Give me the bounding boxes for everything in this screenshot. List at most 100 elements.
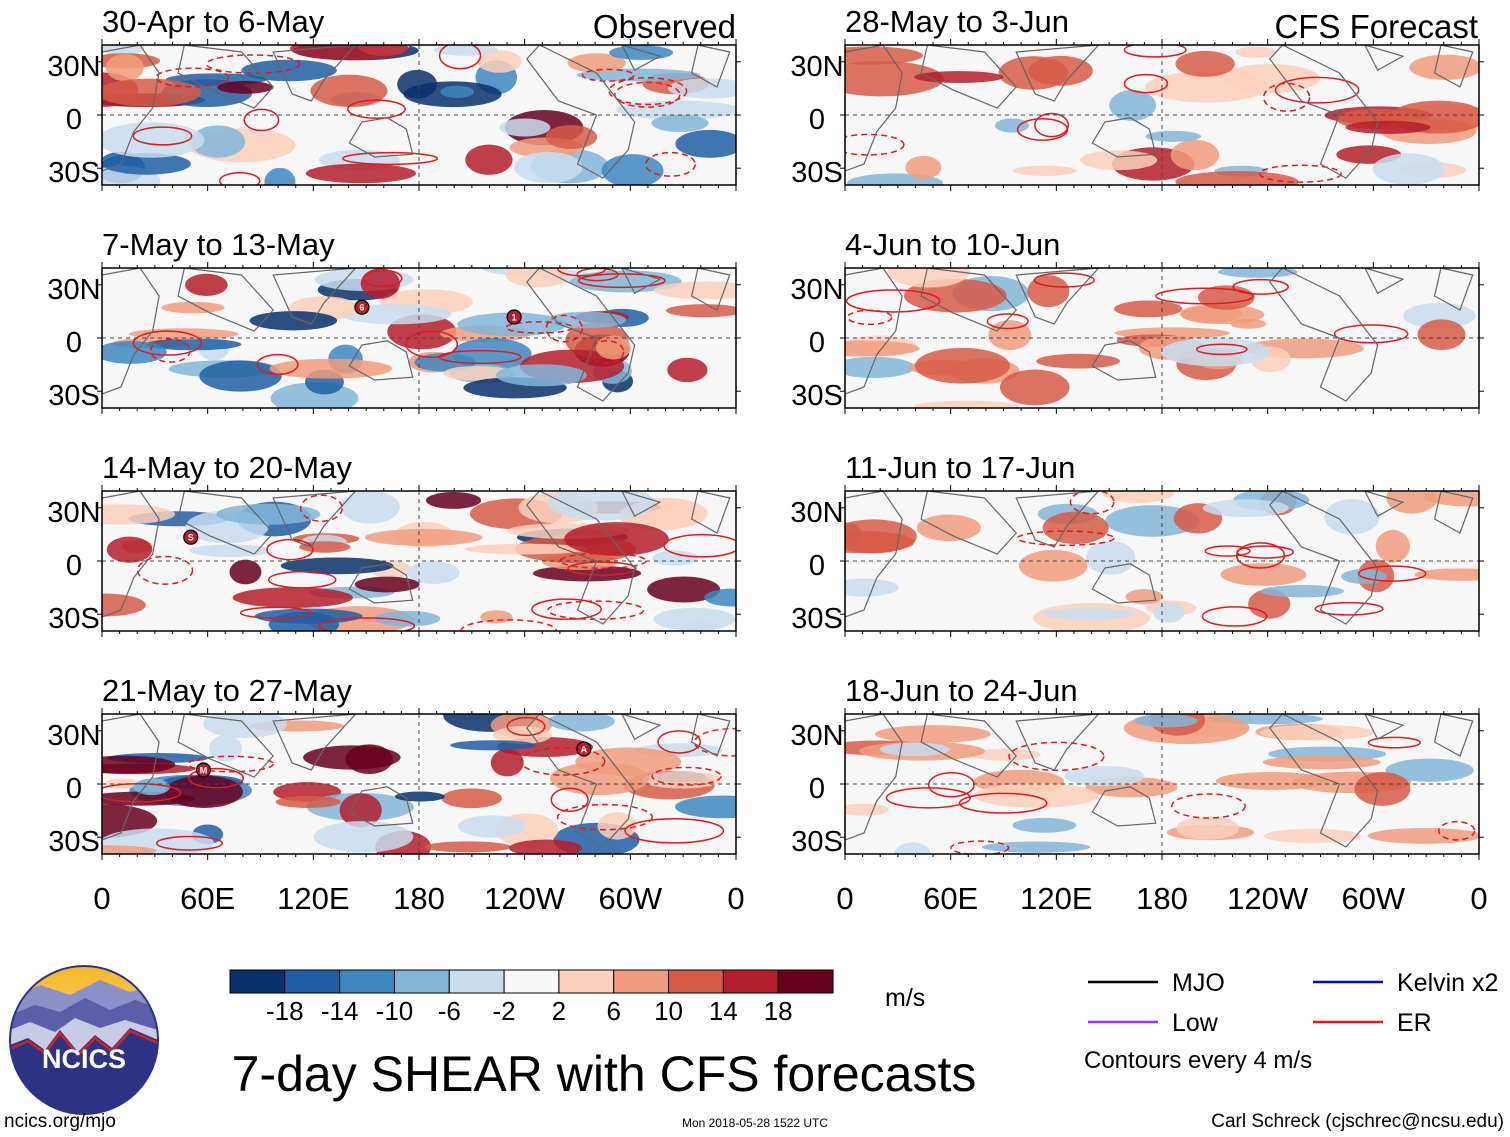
storm-marker: A: [576, 741, 592, 757]
coastline: [272, 714, 357, 771]
legend: MJO Kelvin x2 Low ER: [1088, 969, 1498, 1037]
lat-label: 30S: [791, 157, 843, 189]
anomaly-blob: [1218, 268, 1298, 278]
er-contour: [986, 313, 1029, 330]
er-contour: [1016, 530, 1115, 547]
lat-label: 30N: [47, 497, 100, 529]
anomaly-blob: [465, 144, 513, 175]
er-contour: [1034, 112, 1070, 138]
er-contour: [1314, 601, 1384, 616]
anomaly-blob: [601, 154, 664, 185]
er-contour: [846, 289, 941, 313]
lat-label: 30N: [47, 274, 100, 306]
er-contour: [506, 716, 546, 737]
map-panel-fc-3: 30N 0 30S 11-Jun to 17-Jun: [790, 450, 1484, 637]
anomaly-blob: [1145, 71, 1269, 103]
coastline: [621, 491, 662, 518]
lon-label: 60W: [1341, 881, 1405, 916]
er-contour: [1438, 820, 1476, 841]
er-contour: [219, 171, 261, 185]
anomaly-blob: [440, 85, 474, 98]
anomaly-blob: [999, 369, 1070, 406]
coastline: [845, 45, 903, 172]
coastline: [621, 268, 662, 295]
anomaly-blob: [1386, 491, 1438, 514]
anomaly-blob: [102, 153, 191, 175]
observed-header: Observed: [593, 8, 736, 45]
er-contour: [205, 54, 301, 74]
anomaly-blob: [567, 53, 626, 73]
lat-label: 30S: [791, 603, 843, 635]
er-contour: [1367, 736, 1421, 749]
anomaly-blob: [1114, 300, 1183, 318]
coastline: [526, 268, 636, 402]
anomaly-blob: [1262, 755, 1381, 770]
map-panel-obs-1: 30N 0 30S 30-Apr to 6-May: [47, 4, 741, 191]
colorbar-tick-label: -2: [493, 996, 516, 1026]
coastline: [526, 491, 636, 625]
lon-label: 60E: [923, 881, 978, 916]
colorbar: -18 -14 -10 -6 -2 2 6 10 14 18: [229, 969, 834, 1026]
er-contour: [927, 771, 975, 798]
anomaly-blob: [845, 356, 915, 378]
coastline: [920, 491, 1018, 555]
lat-label: 0: [809, 327, 825, 359]
shear-anomaly-field: [845, 491, 1479, 631]
anomaly-blob: [450, 740, 537, 751]
panel-date-label: 21-May to 27-May: [102, 673, 352, 708]
lat-label: 0: [66, 550, 82, 582]
anomaly-blob: [914, 71, 1004, 83]
anomaly-blob: [1153, 601, 1185, 623]
anomaly-blob: [457, 815, 526, 838]
anomaly-blob: [916, 514, 981, 542]
anomaly-blob: [675, 129, 736, 158]
er-contour: [341, 151, 439, 166]
shear-anomaly-field: [845, 714, 1479, 854]
coastline: [920, 45, 1018, 109]
panel-date-label: 18-Jun to 24-Jun: [845, 673, 1078, 708]
anomaly-blob: [1027, 275, 1070, 308]
anomaly-blob: [1259, 724, 1375, 741]
coastline: [690, 491, 731, 534]
map-panel-obs-4: 30N 0 30S 21-May to 27-May: [47, 673, 741, 860]
anomaly-blob: [339, 793, 382, 828]
anomaly-blob: [102, 504, 176, 525]
coastline: [1091, 563, 1157, 604]
map-panel-obs-3: 30N 0 30S 14-May to 20-May: [47, 450, 741, 637]
storm-marker: M: [195, 762, 212, 778]
lat-label: 0: [66, 104, 82, 136]
anomaly-blob: [879, 742, 950, 757]
anomaly-blob: [887, 268, 970, 288]
anomaly-blob: [190, 125, 246, 158]
shear-anomaly-field: [102, 714, 736, 854]
anomaly-blob: [1414, 568, 1479, 581]
anomaly-blob: [1109, 89, 1156, 121]
anomaly-blob: [102, 755, 176, 774]
storm-marker: 6: [354, 299, 370, 315]
lat-label: 0: [66, 327, 82, 359]
anomaly-blob: [495, 364, 587, 387]
er-contour: [1033, 272, 1095, 288]
coastline: [1269, 45, 1379, 179]
er-contour: [589, 339, 625, 364]
coastline: [348, 117, 414, 158]
er-contour: [505, 321, 574, 334]
er-contour: [1274, 76, 1360, 104]
coastline: [348, 786, 414, 827]
anomaly-blob: [1324, 499, 1380, 535]
er-contour: [545, 314, 583, 343]
coastline: [1433, 45, 1474, 88]
anomaly-blob: [1064, 765, 1145, 787]
er-contour: [1262, 82, 1311, 112]
anomaly-blob: [505, 268, 571, 288]
coastline: [177, 45, 275, 109]
coastline: [177, 268, 275, 332]
shear-anomaly-field: [102, 268, 736, 408]
er-contour: [1008, 741, 1105, 772]
anomaly-blob: [1375, 529, 1411, 563]
er-contour: [132, 126, 193, 146]
er-contour: [1204, 545, 1251, 557]
anomaly-blob: [1345, 120, 1431, 134]
anomaly-blob: [666, 304, 736, 318]
coastline: [102, 714, 160, 841]
